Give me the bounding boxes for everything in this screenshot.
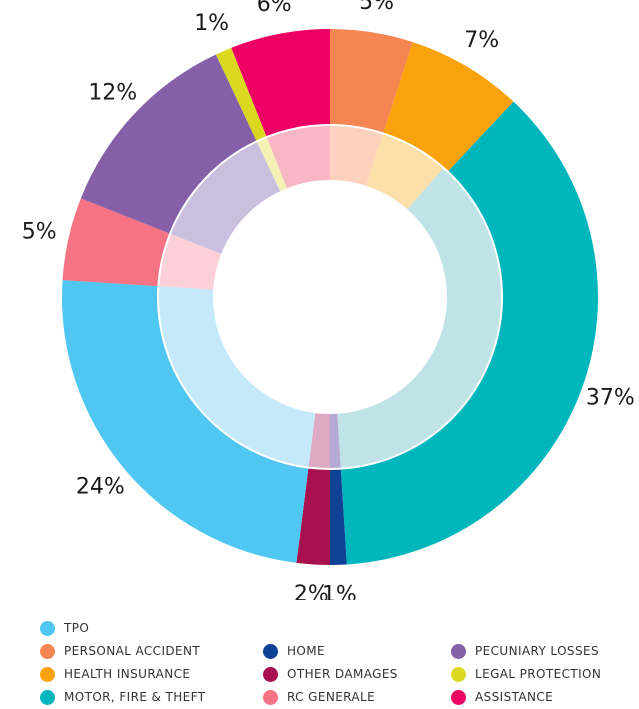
legend-item-home: HOME <box>263 641 325 661</box>
outer-ring-slice-personal-accident <box>330 29 413 133</box>
legend-swatch <box>451 666 466 682</box>
legend-swatch <box>40 689 55 705</box>
legend-label: OTHER DAMAGES <box>287 667 398 681</box>
legend-swatch <box>451 643 466 659</box>
outer-ring-slice-motor-fire-and-theft <box>340 101 599 565</box>
inner-ring-slice-health-insurance <box>366 134 444 210</box>
label-personal-accident: 5% <box>359 0 394 15</box>
label-legal-protection: 1% <box>194 11 229 36</box>
label-assistance: 6% <box>257 0 292 17</box>
inner-ring-slice-rc-generale <box>159 234 222 290</box>
legend-swatch <box>263 689 278 705</box>
outer-ring-slice-legal-protection <box>215 47 267 141</box>
donut-chart: 5%7%37%1%2%24%5%12%1%6% <box>22 0 635 600</box>
outer-ring-slice-home <box>330 469 347 565</box>
label-tpo: 24% <box>76 474 125 499</box>
outer-ring-slice-assistance <box>231 28 330 137</box>
legend-item-other-damages: OTHER DAMAGES <box>263 664 398 684</box>
legend-label: MOTOR, FIRE & THEFT <box>64 690 206 704</box>
legend-item-motor-fire-and-theft: MOTOR, FIRE & THEFT <box>40 687 205 707</box>
legend-item-rc-generale: RC GENERALE <box>263 687 375 707</box>
outer-ring-slice-pecuniary-losses <box>80 54 257 234</box>
label-pecuniary-losses: 12% <box>88 81 137 106</box>
outer-ring <box>61 28 599 565</box>
label-rc-generale: 5% <box>22 219 57 244</box>
outer-ring-slice-other-damages <box>296 468 330 565</box>
legend-swatch <box>40 620 55 636</box>
legend-item-health-insurance: HEALTH INSURANCE <box>40 664 190 684</box>
legend-label: RC GENERALE <box>287 690 376 704</box>
legend-label: TPO <box>64 621 90 635</box>
legend-swatch <box>451 689 466 705</box>
legend-item-tpo: TPO <box>40 618 89 638</box>
legend-swatch <box>263 666 278 682</box>
legend-item-personal-accident: PERSONAL ACCIDENT <box>40 641 200 661</box>
legend-item-assistance: ASSISTANCE <box>451 687 553 707</box>
inner-ring-slice-tpo <box>159 286 316 467</box>
inner-ring <box>159 126 501 468</box>
legend-label: ASSISTANCE <box>475 690 554 704</box>
label-other-damages: 2% <box>294 582 329 600</box>
inner-ring-slice-personal-accident <box>330 126 383 186</box>
outer-ring-slice-health-insurance <box>383 42 514 171</box>
legend-swatch <box>40 666 55 682</box>
inner-ring-slice-home <box>330 413 341 468</box>
inner-ring-slice-pecuniary-losses <box>171 142 281 254</box>
inner-ring-slice-other-damages <box>308 413 330 468</box>
label-health-insurance: 7% <box>464 28 499 53</box>
inner-ring-slice-assistance <box>267 126 330 189</box>
legend-swatch <box>263 643 278 659</box>
label-motor-fire-and-theft: 37% <box>586 385 635 410</box>
legend-item-legal-protection: LEGAL PROTECTION <box>451 664 601 684</box>
outer-ring-slice-rc-generale <box>62 198 170 287</box>
legend-label: LEGAL PROTECTION <box>475 667 602 681</box>
legend-swatch <box>40 643 55 659</box>
legend-label: PECUNIARY LOSSES <box>475 644 599 658</box>
label-home: 1% <box>322 582 357 600</box>
legend-label: PERSONAL ACCIDENT <box>64 644 201 658</box>
inner-ring-slice-legal-protection <box>257 138 287 192</box>
percentage-labels: 5%7%37%1%2%24%5%12%1%6% <box>22 0 635 600</box>
legend-label: HOME <box>287 644 326 658</box>
legend: TPO PERSONAL ACCIDENT HEALTH INSURANCE MOTO… <box>0 612 639 707</box>
outer-ring-slice-tpo <box>61 280 309 563</box>
legend-label: HEALTH INSURANCE <box>64 667 191 681</box>
legend-item-pecuniary-losses: PECUNIARY LOSSES <box>451 641 599 661</box>
inner-ring-slice-motor-fire-and-theft <box>337 168 501 468</box>
